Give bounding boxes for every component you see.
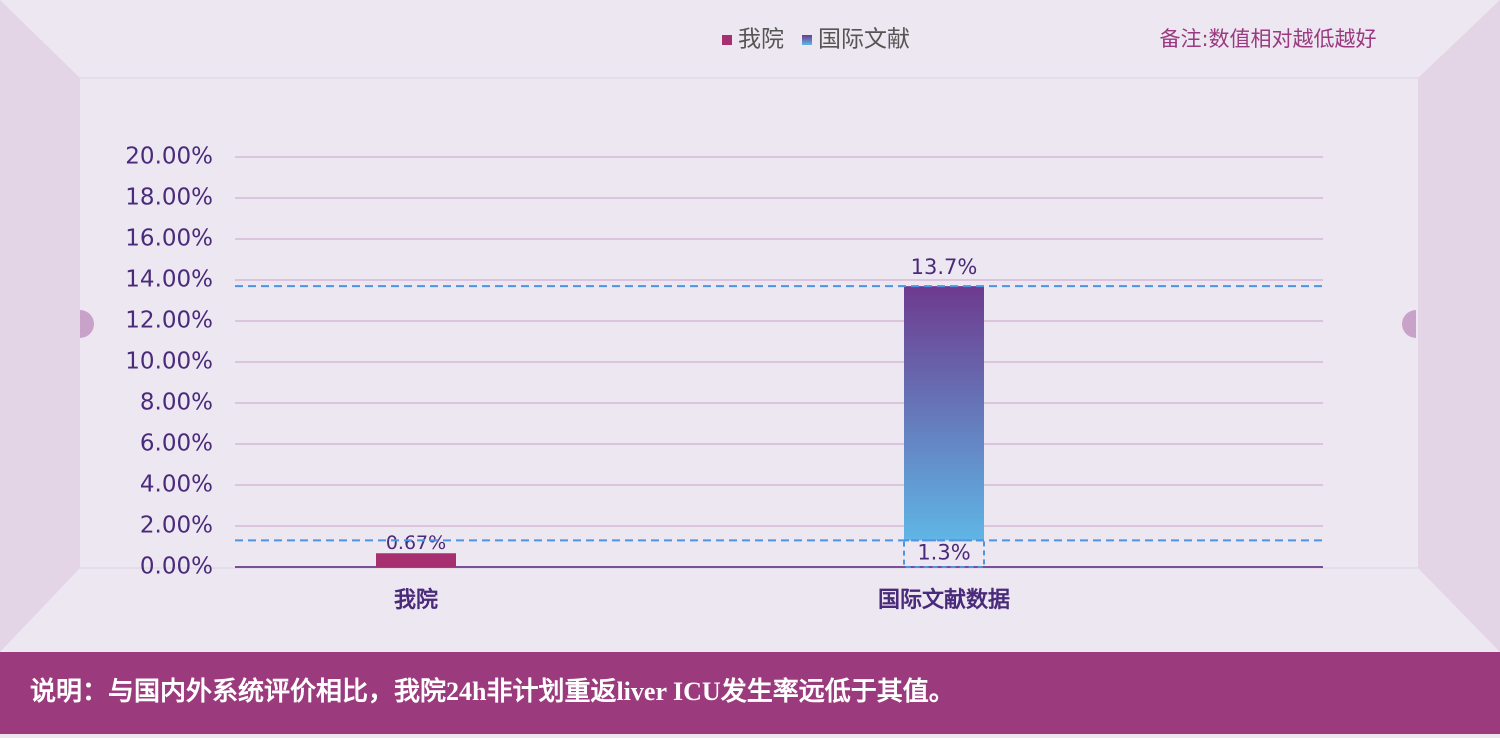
left-panel [0,0,80,652]
y-tick-label: 18.00% [125,185,213,211]
legend-label: 国际文献 [818,27,910,53]
value-label: 1.3% [917,541,970,565]
y-tick-label: 8.00% [140,390,213,416]
y-tick-label: 10.00% [125,349,213,375]
bar [904,286,984,541]
footer [0,652,1500,734]
dot [1402,310,1416,338]
legend-label: 我院 [738,27,784,53]
legend-swatch [722,35,732,45]
value-label: 0.67% [386,532,446,554]
y-tick-label: 16.00% [125,226,213,252]
y-tick-label: 6.00% [140,431,213,457]
background [0,0,1500,652]
x-tick-label: 我院 [394,587,438,613]
dot [80,310,94,338]
low-box [903,539,985,568]
value-label: 13.7% [911,255,978,279]
y-tick-label: 0.00% [140,554,213,580]
x-tick-label: 国际文献数据 [878,587,1010,613]
y-tick-label: 14.00% [125,267,213,293]
caption: 说明：与国内外系统评价相比，我院24h非计划重返liver ICU发生率远低于其… [30,676,955,706]
y-tick-label: 20.00% [125,144,213,170]
y-tick-label: 4.00% [140,472,213,498]
y-tick-label: 2.00% [140,513,213,539]
legend-swatch [802,35,812,45]
bar [376,553,456,567]
annotation: 备注:数值相对越低越好 [1159,27,1376,51]
y-tick-label: 12.00% [125,308,213,334]
right-panel [1418,0,1500,652]
